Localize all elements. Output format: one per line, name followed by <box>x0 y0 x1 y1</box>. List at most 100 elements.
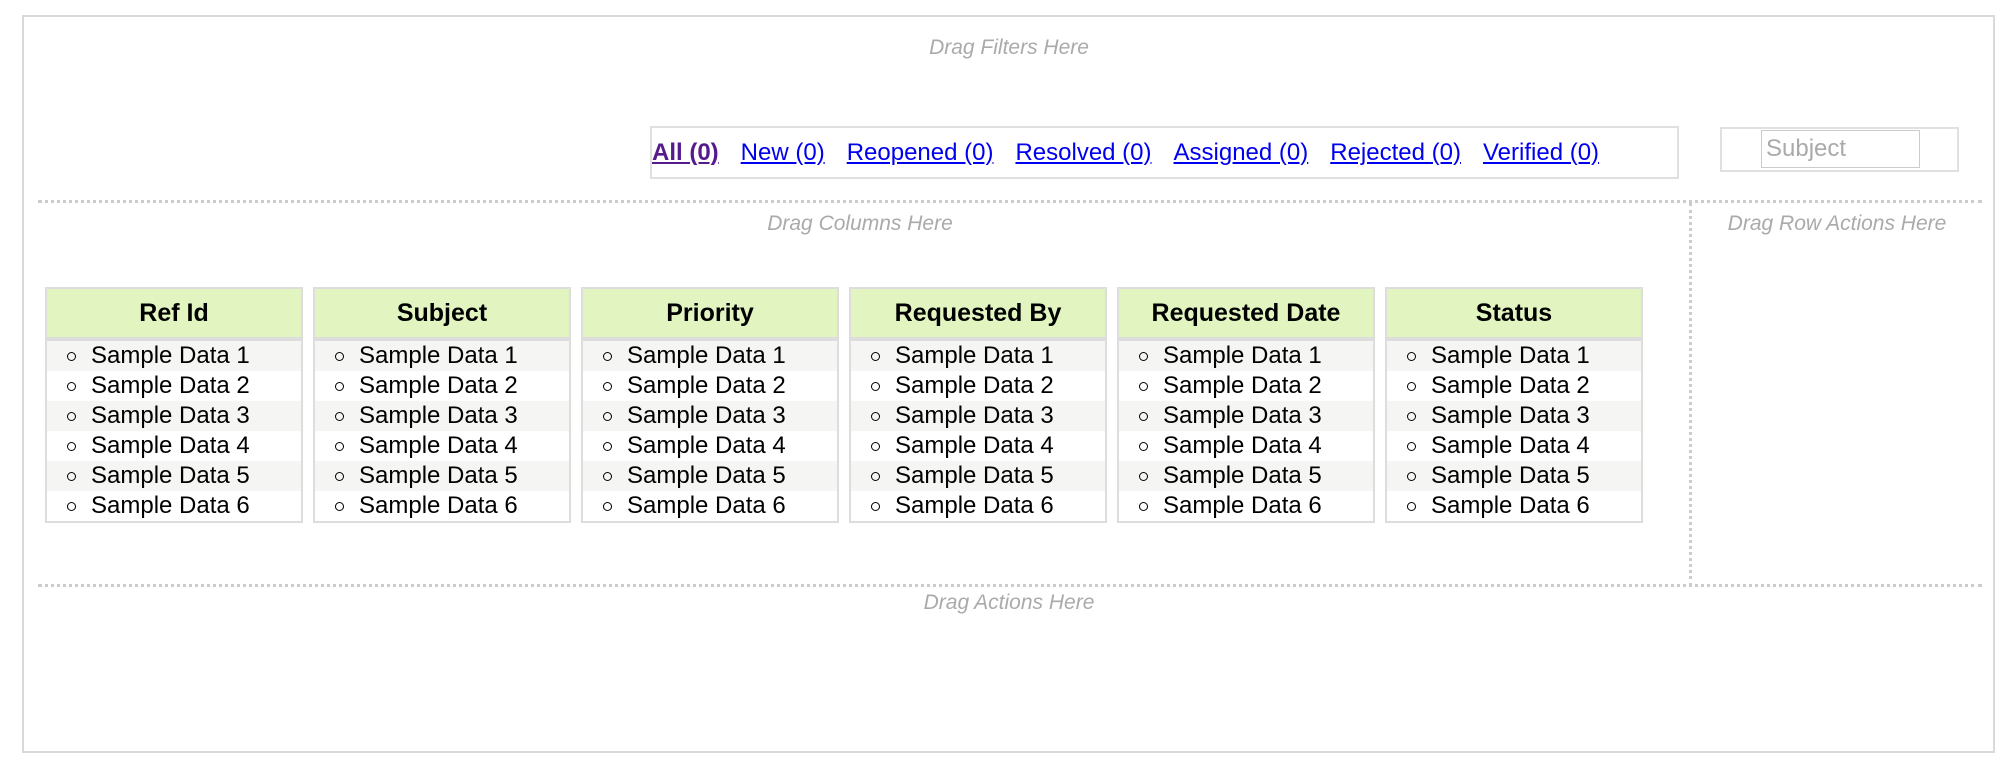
divider <box>38 200 1982 203</box>
list-item: Sample Data 2 <box>1119 371 1373 401</box>
circle-bullet-icon <box>603 381 612 391</box>
divider <box>38 584 1982 587</box>
circle-bullet-icon <box>67 411 76 421</box>
list-item: Sample Data 2 <box>47 371 301 401</box>
column-header[interactable]: Subject <box>315 289 569 341</box>
cell-text: Sample Data 1 <box>91 342 250 369</box>
list-item: Sample Data 2 <box>851 371 1105 401</box>
sample-list: Sample Data 1 Sample Data 2 Sample Data 3 S… <box>315 341 569 521</box>
list-item: Sample Data 6 <box>1387 491 1641 521</box>
cell-text: Sample Data 5 <box>359 462 518 489</box>
sample-list: Sample Data 1 Sample Data 2 Sample Data 3 S… <box>851 341 1105 521</box>
cell-text: Sample Data 5 <box>1163 462 1322 489</box>
list-item: Sample Data 1 <box>1119 341 1373 371</box>
drag-filters-zone[interactable]: Drag Filters Here <box>929 36 1089 59</box>
cell-text: Sample Data 2 <box>895 372 1054 399</box>
column-priority[interactable]: Priority Sample Data 1 Sample Data 2 Sample… <box>581 287 839 523</box>
divider <box>1689 203 1692 586</box>
column-requested-by[interactable]: Requested By Sample Data 1 Sample Data 2 Sa… <box>849 287 1107 523</box>
circle-bullet-icon <box>603 501 612 511</box>
drag-actions-zone[interactable]: Drag Actions Here <box>923 591 1095 614</box>
circle-bullet-icon <box>335 441 344 451</box>
list-item: Sample Data 3 <box>315 401 569 431</box>
list-item: Sample Data 5 <box>47 461 301 491</box>
list-item: Sample Data 2 <box>583 371 837 401</box>
cell-text: Sample Data 4 <box>1431 432 1590 459</box>
circle-bullet-icon <box>1139 471 1148 481</box>
cell-text: Sample Data 6 <box>1163 492 1322 519</box>
list-item: Sample Data 3 <box>851 401 1105 431</box>
filter-tab-verified[interactable]: Verified (0) <box>1482 138 1600 166</box>
column-header[interactable]: Priority <box>583 289 837 341</box>
list-item: Sample Data 4 <box>1387 431 1641 461</box>
cell-text: Sample Data 2 <box>1163 372 1322 399</box>
list-item: Sample Data 4 <box>47 431 301 461</box>
filter-tab-new[interactable]: New (0) <box>740 138 825 166</box>
column-header[interactable]: Requested Date <box>1119 289 1373 341</box>
cell-text: Sample Data 5 <box>91 462 250 489</box>
circle-bullet-icon <box>871 501 880 511</box>
list-item: Sample Data 2 <box>315 371 569 401</box>
sample-list: Sample Data 1 Sample Data 2 Sample Data 3 S… <box>1387 341 1641 521</box>
drag-row-actions-zone[interactable]: Drag Row Actions Here <box>1727 212 1947 235</box>
column-header[interactable]: Requested By <box>851 289 1105 341</box>
column-header[interactable]: Status <box>1387 289 1641 341</box>
circle-bullet-icon <box>67 501 76 511</box>
column-subject[interactable]: Subject Sample Data 1 Sample Data 2 Sample … <box>313 287 571 523</box>
list-item: Sample Data 4 <box>1119 431 1373 461</box>
circle-bullet-icon <box>1139 411 1148 421</box>
cell-text: Sample Data 6 <box>1431 492 1590 519</box>
circle-bullet-icon <box>871 351 880 361</box>
filter-tab-resolved[interactable]: Resolved (0) <box>1015 138 1152 166</box>
cell-text: Sample Data 6 <box>895 492 1054 519</box>
sample-list: Sample Data 1 Sample Data 2 Sample Data 3 S… <box>1119 341 1373 521</box>
filter-tab-all[interactable]: All (0) <box>652 138 719 166</box>
filter-tab-assigned[interactable]: Assigned (0) <box>1173 138 1309 166</box>
circle-bullet-icon <box>67 381 76 391</box>
list-item: Sample Data 1 <box>1387 341 1641 371</box>
filter-tab-rejected[interactable]: Rejected (0) <box>1330 138 1461 166</box>
list-item: Sample Data 4 <box>315 431 569 461</box>
column-ref-id[interactable]: Ref Id Sample Data 1 Sample Data 2 Sample D… <box>45 287 303 523</box>
list-item: Sample Data 6 <box>851 491 1105 521</box>
list-item: Sample Data 2 <box>1387 371 1641 401</box>
list-item: Sample Data 3 <box>583 401 837 431</box>
circle-bullet-icon <box>871 381 880 391</box>
list-item: Sample Data 5 <box>1119 461 1373 491</box>
circle-bullet-icon <box>1407 501 1416 511</box>
cell-text: Sample Data 1 <box>359 342 518 369</box>
list-item: Sample Data 5 <box>315 461 569 491</box>
cell-text: Sample Data 3 <box>895 402 1054 429</box>
list-item: Sample Data 6 <box>315 491 569 521</box>
subject-search-input[interactable] <box>1761 130 1920 168</box>
list-item: Sample Data 1 <box>851 341 1105 371</box>
column-requested-date[interactable]: Requested Date Sample Data 1 Sample Data 2… <box>1117 287 1375 523</box>
list-item: Sample Data 3 <box>1387 401 1641 431</box>
list-item: Sample Data 1 <box>47 341 301 371</box>
circle-bullet-icon <box>1407 351 1416 361</box>
sample-list: Sample Data 1 Sample Data 2 Sample Data 3 S… <box>47 341 301 521</box>
cell-text: Sample Data 3 <box>1163 402 1322 429</box>
cell-text: Sample Data 2 <box>1431 372 1590 399</box>
cell-text: Sample Data 6 <box>627 492 786 519</box>
cell-text: Sample Data 3 <box>627 402 786 429</box>
list-item: Sample Data 6 <box>47 491 301 521</box>
cell-text: Sample Data 1 <box>1431 342 1590 369</box>
circle-bullet-icon <box>1407 441 1416 451</box>
cell-text: Sample Data 1 <box>627 342 786 369</box>
circle-bullet-icon <box>1139 381 1148 391</box>
cell-text: Sample Data 5 <box>895 462 1054 489</box>
circle-bullet-icon <box>1139 441 1148 451</box>
circle-bullet-icon <box>67 351 76 361</box>
filter-tab-reopened[interactable]: Reopened (0) <box>846 138 994 166</box>
circle-bullet-icon <box>1139 501 1148 511</box>
cell-text: Sample Data 1 <box>1163 342 1322 369</box>
list-item: Sample Data 4 <box>851 431 1105 461</box>
circle-bullet-icon <box>335 351 344 361</box>
column-header[interactable]: Ref Id <box>47 289 301 341</box>
column-status[interactable]: Status Sample Data 1 Sample Data 2 Sample D… <box>1385 287 1643 523</box>
cell-text: Sample Data 6 <box>91 492 250 519</box>
list-item: Sample Data 5 <box>851 461 1105 491</box>
cell-text: Sample Data 2 <box>627 372 786 399</box>
drag-columns-zone[interactable]: Drag Columns Here <box>767 212 953 235</box>
